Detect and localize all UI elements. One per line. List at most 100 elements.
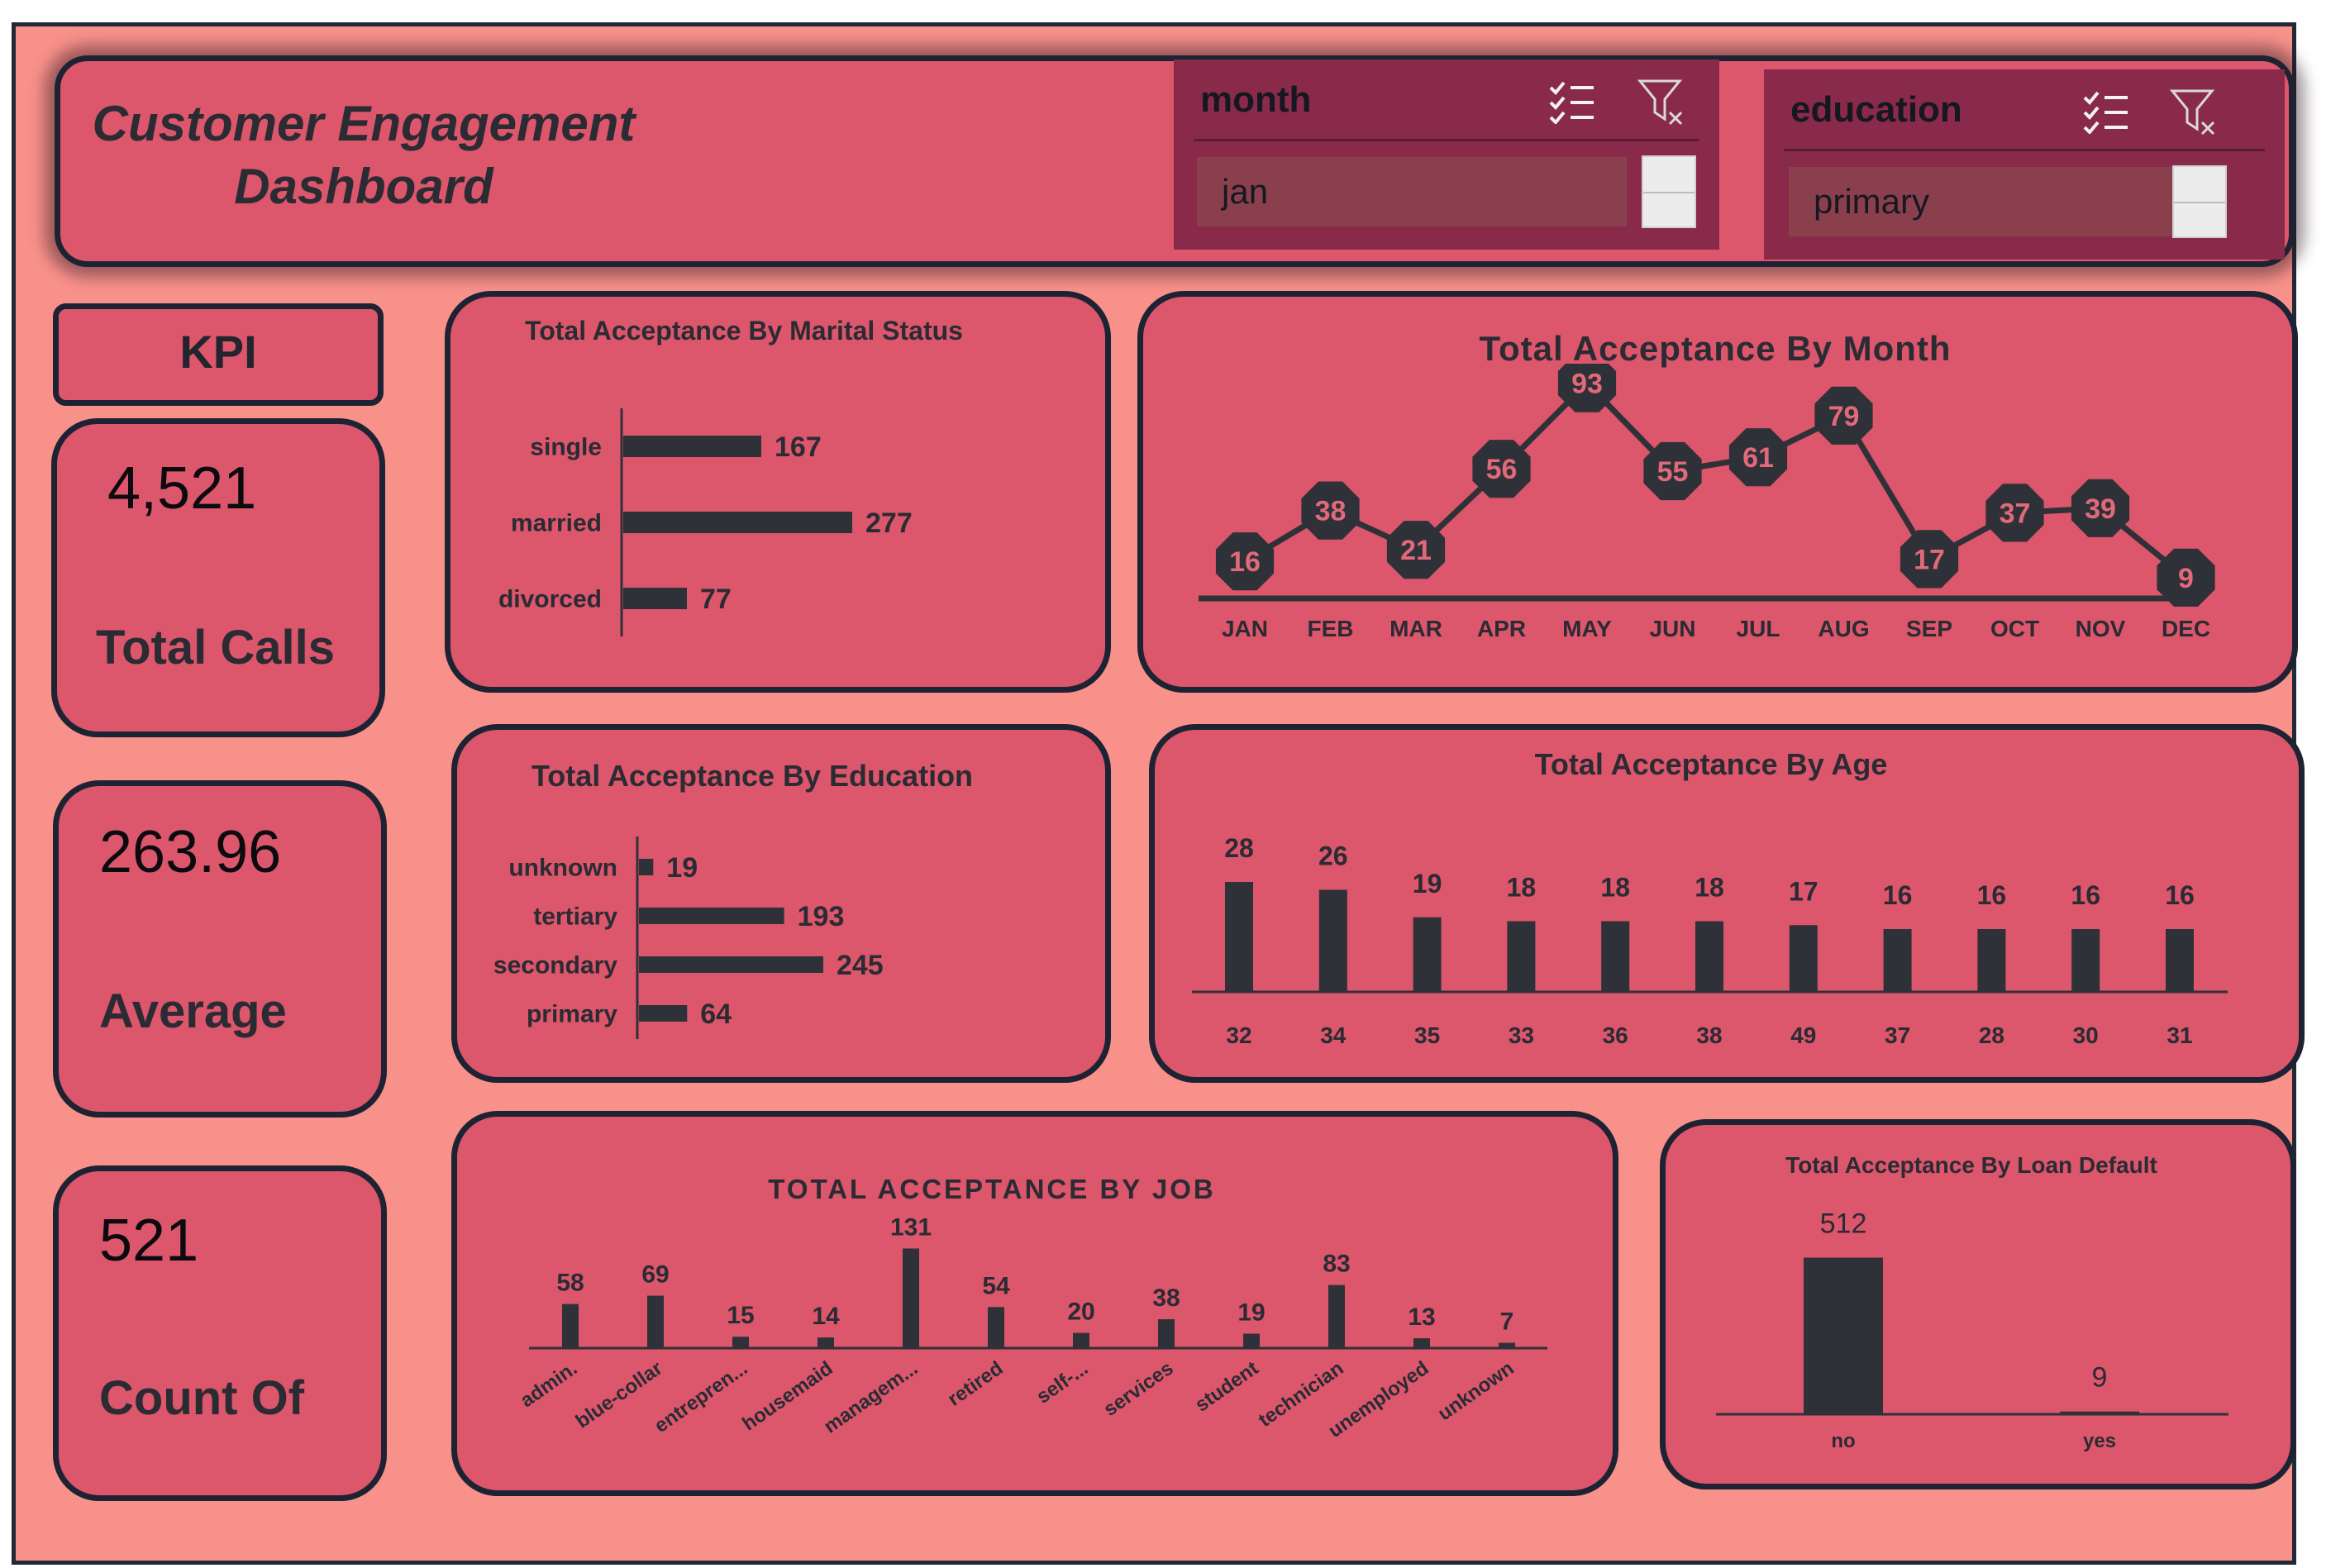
age-axis-label: 33: [1509, 1022, 1534, 1048]
loan-bar: [2060, 1411, 2139, 1414]
age-axis-label: 30: [2073, 1022, 2099, 1048]
loan-axis-label: no: [1831, 1430, 1855, 1452]
clear-filter-icon[interactable]: [1637, 78, 1686, 131]
job-data-label: 13: [1408, 1303, 1435, 1331]
month-axis-label: APR: [1477, 616, 1526, 641]
education-slicer-item-selected[interactable]: primary: [1789, 167, 2177, 236]
job-data-label: 131: [890, 1213, 932, 1241]
age-axis-label: 38: [1696, 1022, 1722, 1048]
education-bar: [639, 956, 823, 973]
education-data-label: 64: [700, 998, 732, 1030]
month-data-label: 39: [2085, 493, 2116, 525]
age-data-label: 18: [1600, 873, 1630, 903]
loan-data-label: 512: [1820, 1208, 1867, 1240]
age-axis-label: 28: [1979, 1022, 2004, 1048]
job-bar: [1499, 1342, 1515, 1348]
age-data-label: 16: [2165, 880, 2195, 910]
month-chart: 16 JAN 38 FEB 21 MAR 56 APR 93 MAY 55 JUN 61 JUL 79 AUG…: [1199, 364, 2215, 641]
clear-filter-icon[interactable]: [2169, 88, 2219, 141]
age-axis-label: 35: [1414, 1022, 1440, 1048]
age-data-label: 16: [1883, 880, 1913, 910]
job-axis-label: managem...: [820, 1357, 922, 1438]
education-category-label: tertiary: [533, 903, 617, 931]
job-axis-label: services: [1099, 1357, 1177, 1421]
month-data-point: [1900, 530, 1959, 589]
loan-data-label: 9: [2092, 1362, 2108, 1394]
education-slicer-scrollbar[interactable]: [2172, 165, 2227, 238]
age-data-label: 19: [1413, 869, 1442, 898]
month-data-label: 9: [2178, 563, 2194, 594]
month-data-label: 17: [1914, 544, 1945, 575]
month-chart-title: Total Acceptance By Month: [1479, 329, 1952, 368]
age-bar: [1789, 925, 1818, 992]
job-axis-label: entrepren...: [651, 1357, 752, 1437]
education-data-label: 193: [798, 901, 845, 932]
job-data-label: 54: [982, 1272, 1010, 1299]
month-data-label: 56: [1486, 454, 1518, 485]
month-axis-label: JAN: [1222, 616, 1268, 641]
age-chart-title: Total Acceptance By Age: [1534, 747, 1888, 781]
loan-default-chart-title: Total Acceptance By Loan Default: [1785, 1152, 2157, 1178]
age-data-label: 26: [1318, 841, 1348, 871]
kpi-card-average: [53, 780, 387, 1118]
job-bar: [647, 1295, 664, 1348]
age-axis-label: 36: [1603, 1022, 1628, 1048]
age-axis-label: 49: [1790, 1022, 1816, 1048]
multi-select-icon[interactable]: [2081, 89, 2131, 138]
month-data-label: 16: [1229, 546, 1261, 578]
marital-category-label: divorced: [498, 586, 602, 613]
month-data-point: [1472, 440, 1531, 498]
education-slicer[interactable]: education primary: [1764, 69, 2285, 260]
month-slicer[interactable]: month jan: [1174, 60, 1719, 250]
education-bar: [639, 908, 784, 924]
kpi-card-total-calls: [51, 418, 385, 737]
education-slicer-title: education: [1790, 89, 1962, 130]
job-axis-label: self-...: [1032, 1357, 1092, 1408]
age-data-label: 16: [2071, 880, 2100, 910]
job-axis-label: retired: [944, 1357, 1008, 1411]
month-data-point: [1814, 386, 1873, 445]
job-data-label: 83: [1323, 1251, 1350, 1278]
job-data-label: 58: [556, 1270, 584, 1297]
month-data-point: [1728, 428, 1788, 487]
multi-select-icon[interactable]: [1547, 79, 1597, 128]
job-chart-title: TOTAL ACCEPTANCE BY JOB: [768, 1174, 1216, 1204]
marital-bar: [623, 512, 852, 533]
job-bar: [1158, 1319, 1175, 1348]
job-bar: [1243, 1333, 1260, 1348]
age-bar: [1601, 921, 1630, 992]
marital-data-label: 167: [775, 431, 822, 463]
education-category-label: secondary: [493, 952, 617, 979]
age-data-label: 18: [1695, 873, 1724, 903]
education-chart-panel: [451, 724, 1111, 1083]
age-bar: [1695, 921, 1723, 992]
kpi-value-count: 521: [99, 1208, 199, 1274]
month-slicer-scrollbar[interactable]: [1642, 155, 1696, 228]
job-data-label: 69: [641, 1261, 669, 1289]
age-bar: [1318, 889, 1347, 992]
month-data-point: [2157, 548, 2215, 607]
education-chart: unknown 19 tertiary 193 secondary 245 primary 6…: [493, 836, 884, 1039]
month-slicer-title: month: [1200, 79, 1312, 120]
month-data-label: 21: [1400, 535, 1432, 566]
age-data-label: 18: [1507, 873, 1537, 903]
marital-status-chart: single 167 married 277 divorced 77: [498, 408, 913, 636]
marital-data-label: 277: [865, 508, 913, 539]
age-bar: [1507, 921, 1536, 992]
month-data-point: [1643, 441, 1702, 501]
job-data-label: 15: [727, 1302, 754, 1329]
job-chart-panel: [451, 1111, 1618, 1496]
month-slicer-item-selected[interactable]: jan: [1197, 157, 1627, 226]
month-axis-label: MAR: [1390, 616, 1442, 641]
age-bar: [1977, 929, 2006, 992]
education-data-label: 245: [837, 950, 884, 981]
month-data-label: 93: [1571, 369, 1603, 400]
loan-default-chart-panel: [1660, 1119, 2296, 1489]
kpi-name-count: Count Of: [99, 1371, 305, 1425]
month-axis-label: AUG: [1818, 616, 1869, 641]
job-data-label: 14: [812, 1303, 840, 1330]
month-data-label: 38: [1315, 496, 1347, 527]
month-data-label: 79: [1828, 401, 1860, 432]
kpi-value-total-calls: 4,521: [107, 455, 257, 522]
marital-bar: [623, 436, 761, 457]
